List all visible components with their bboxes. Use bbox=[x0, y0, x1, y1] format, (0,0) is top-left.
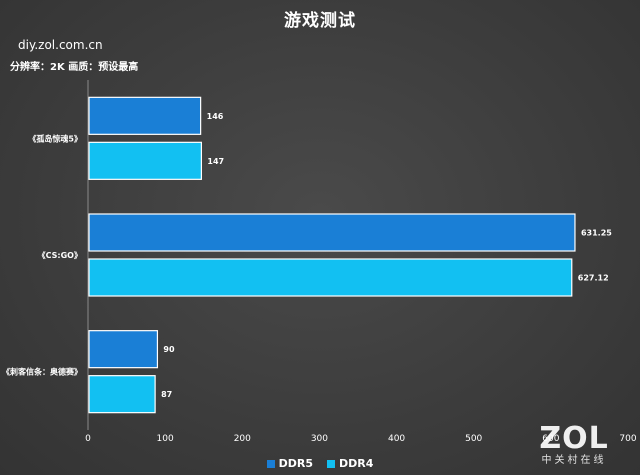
category-label: 《CS:GO》 bbox=[38, 250, 82, 260]
bar-ddr5 bbox=[88, 330, 159, 369]
bar-ddr4 bbox=[88, 375, 156, 414]
x-tick-label: 100 bbox=[157, 434, 174, 444]
data-label: 631.25 bbox=[581, 229, 612, 238]
x-tick-label: 400 bbox=[388, 434, 405, 444]
bar-ddr5 bbox=[88, 213, 576, 252]
legend-swatch-ddr4 bbox=[327, 459, 335, 468]
category-label: 《刺客信条：奥德赛》 bbox=[2, 367, 82, 377]
legend-item-ddr5: DDR5 bbox=[266, 457, 313, 470]
x-tick-label: 0 bbox=[85, 434, 91, 444]
data-label: 147 bbox=[207, 157, 224, 166]
data-label: 90 bbox=[163, 345, 175, 354]
x-tick-label: 700 bbox=[619, 434, 636, 444]
data-label: 87 bbox=[161, 390, 172, 399]
x-tick-label: 300 bbox=[311, 434, 328, 444]
legend: DDR5 DDR4 bbox=[0, 457, 640, 470]
chart-title: 游戏测试 bbox=[284, 11, 356, 31]
bar-ddr4 bbox=[88, 258, 573, 297]
source-url: diy.zol.com.cn bbox=[18, 38, 103, 52]
data-label: 146 bbox=[207, 112, 224, 121]
legend-swatch-ddr5 bbox=[266, 459, 275, 468]
x-tick-label: 600 bbox=[542, 434, 559, 444]
category-label: 《孤岛惊魂5》 bbox=[28, 133, 82, 143]
bar-ddr4 bbox=[88, 141, 203, 180]
legend-label-ddr5: DDR5 bbox=[278, 457, 313, 470]
chart-subtitle: 分辨率：2K 画质：预设最高 bbox=[10, 62, 139, 73]
data-label: 627.12 bbox=[578, 274, 609, 283]
zol-logo: ZOL bbox=[539, 421, 609, 456]
x-tick-label: 500 bbox=[465, 434, 482, 444]
zol-watermark: ZOL 中关村在线 bbox=[520, 424, 628, 468]
legend-label-ddr4: DDR4 bbox=[339, 457, 374, 470]
x-tick-label: 200 bbox=[234, 434, 251, 444]
bar-ddr5 bbox=[88, 96, 202, 135]
legend-item-ddr4: DDR4 bbox=[327, 457, 373, 470]
zol-tagline: 中关村在线 bbox=[541, 455, 607, 466]
